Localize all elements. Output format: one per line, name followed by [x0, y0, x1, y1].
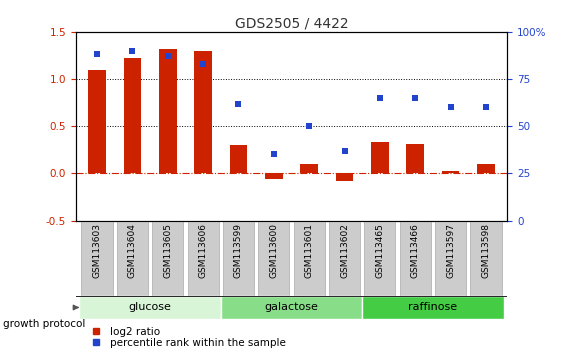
Point [92, 52, 101, 57]
Text: GSM113600: GSM113600 [269, 223, 278, 278]
Bar [194, 51, 212, 173]
Point [269, 152, 279, 157]
Bar [294, 221, 325, 296]
Bar [82, 221, 113, 296]
Bar [362, 296, 504, 319]
Text: GSM113597: GSM113597 [446, 223, 455, 278]
Bar [79, 296, 221, 319]
Point [482, 104, 491, 110]
Bar [221, 296, 362, 319]
Point [446, 104, 455, 110]
Bar [230, 145, 247, 173]
Legend: log2 ratio, percentile rank within the sample: log2 ratio, percentile rank within the s… [81, 322, 290, 352]
Text: raffinose: raffinose [408, 302, 458, 313]
Point [340, 148, 349, 154]
Bar [152, 221, 183, 296]
Bar [124, 58, 141, 173]
Text: GSM113603: GSM113603 [93, 223, 101, 278]
Bar [117, 221, 148, 296]
Point [128, 48, 137, 53]
Text: GSM113466: GSM113466 [411, 223, 420, 278]
Text: GSM113598: GSM113598 [482, 223, 490, 278]
Text: growth protocol: growth protocol [3, 319, 85, 329]
Bar [223, 221, 254, 296]
Bar [88, 70, 106, 173]
Bar [336, 173, 353, 181]
Point [198, 61, 208, 67]
Bar [406, 144, 424, 173]
Point [410, 95, 420, 101]
Bar [300, 164, 318, 173]
Text: GSM113606: GSM113606 [199, 223, 208, 278]
Bar [470, 221, 501, 296]
Text: GSM113465: GSM113465 [375, 223, 384, 278]
Bar [442, 171, 459, 173]
Point [375, 95, 385, 101]
Text: GSM113601: GSM113601 [305, 223, 314, 278]
Bar [435, 221, 466, 296]
Bar [329, 221, 360, 296]
Text: GSM113602: GSM113602 [340, 223, 349, 278]
Point [163, 53, 173, 59]
Point [234, 101, 243, 107]
Bar [258, 221, 289, 296]
Text: GSM113599: GSM113599 [234, 223, 243, 278]
Text: galactose: galactose [265, 302, 318, 313]
Bar [371, 142, 389, 173]
Text: GSM113605: GSM113605 [163, 223, 172, 278]
Bar [400, 221, 431, 296]
Bar [477, 164, 495, 173]
Text: glucose: glucose [129, 302, 171, 313]
Bar [364, 221, 395, 296]
Point [304, 123, 314, 129]
Bar [159, 49, 177, 173]
Bar [188, 221, 219, 296]
Bar [265, 173, 283, 179]
Text: GSM113604: GSM113604 [128, 223, 137, 278]
Title: GDS2505 / 4422: GDS2505 / 4422 [235, 17, 348, 31]
